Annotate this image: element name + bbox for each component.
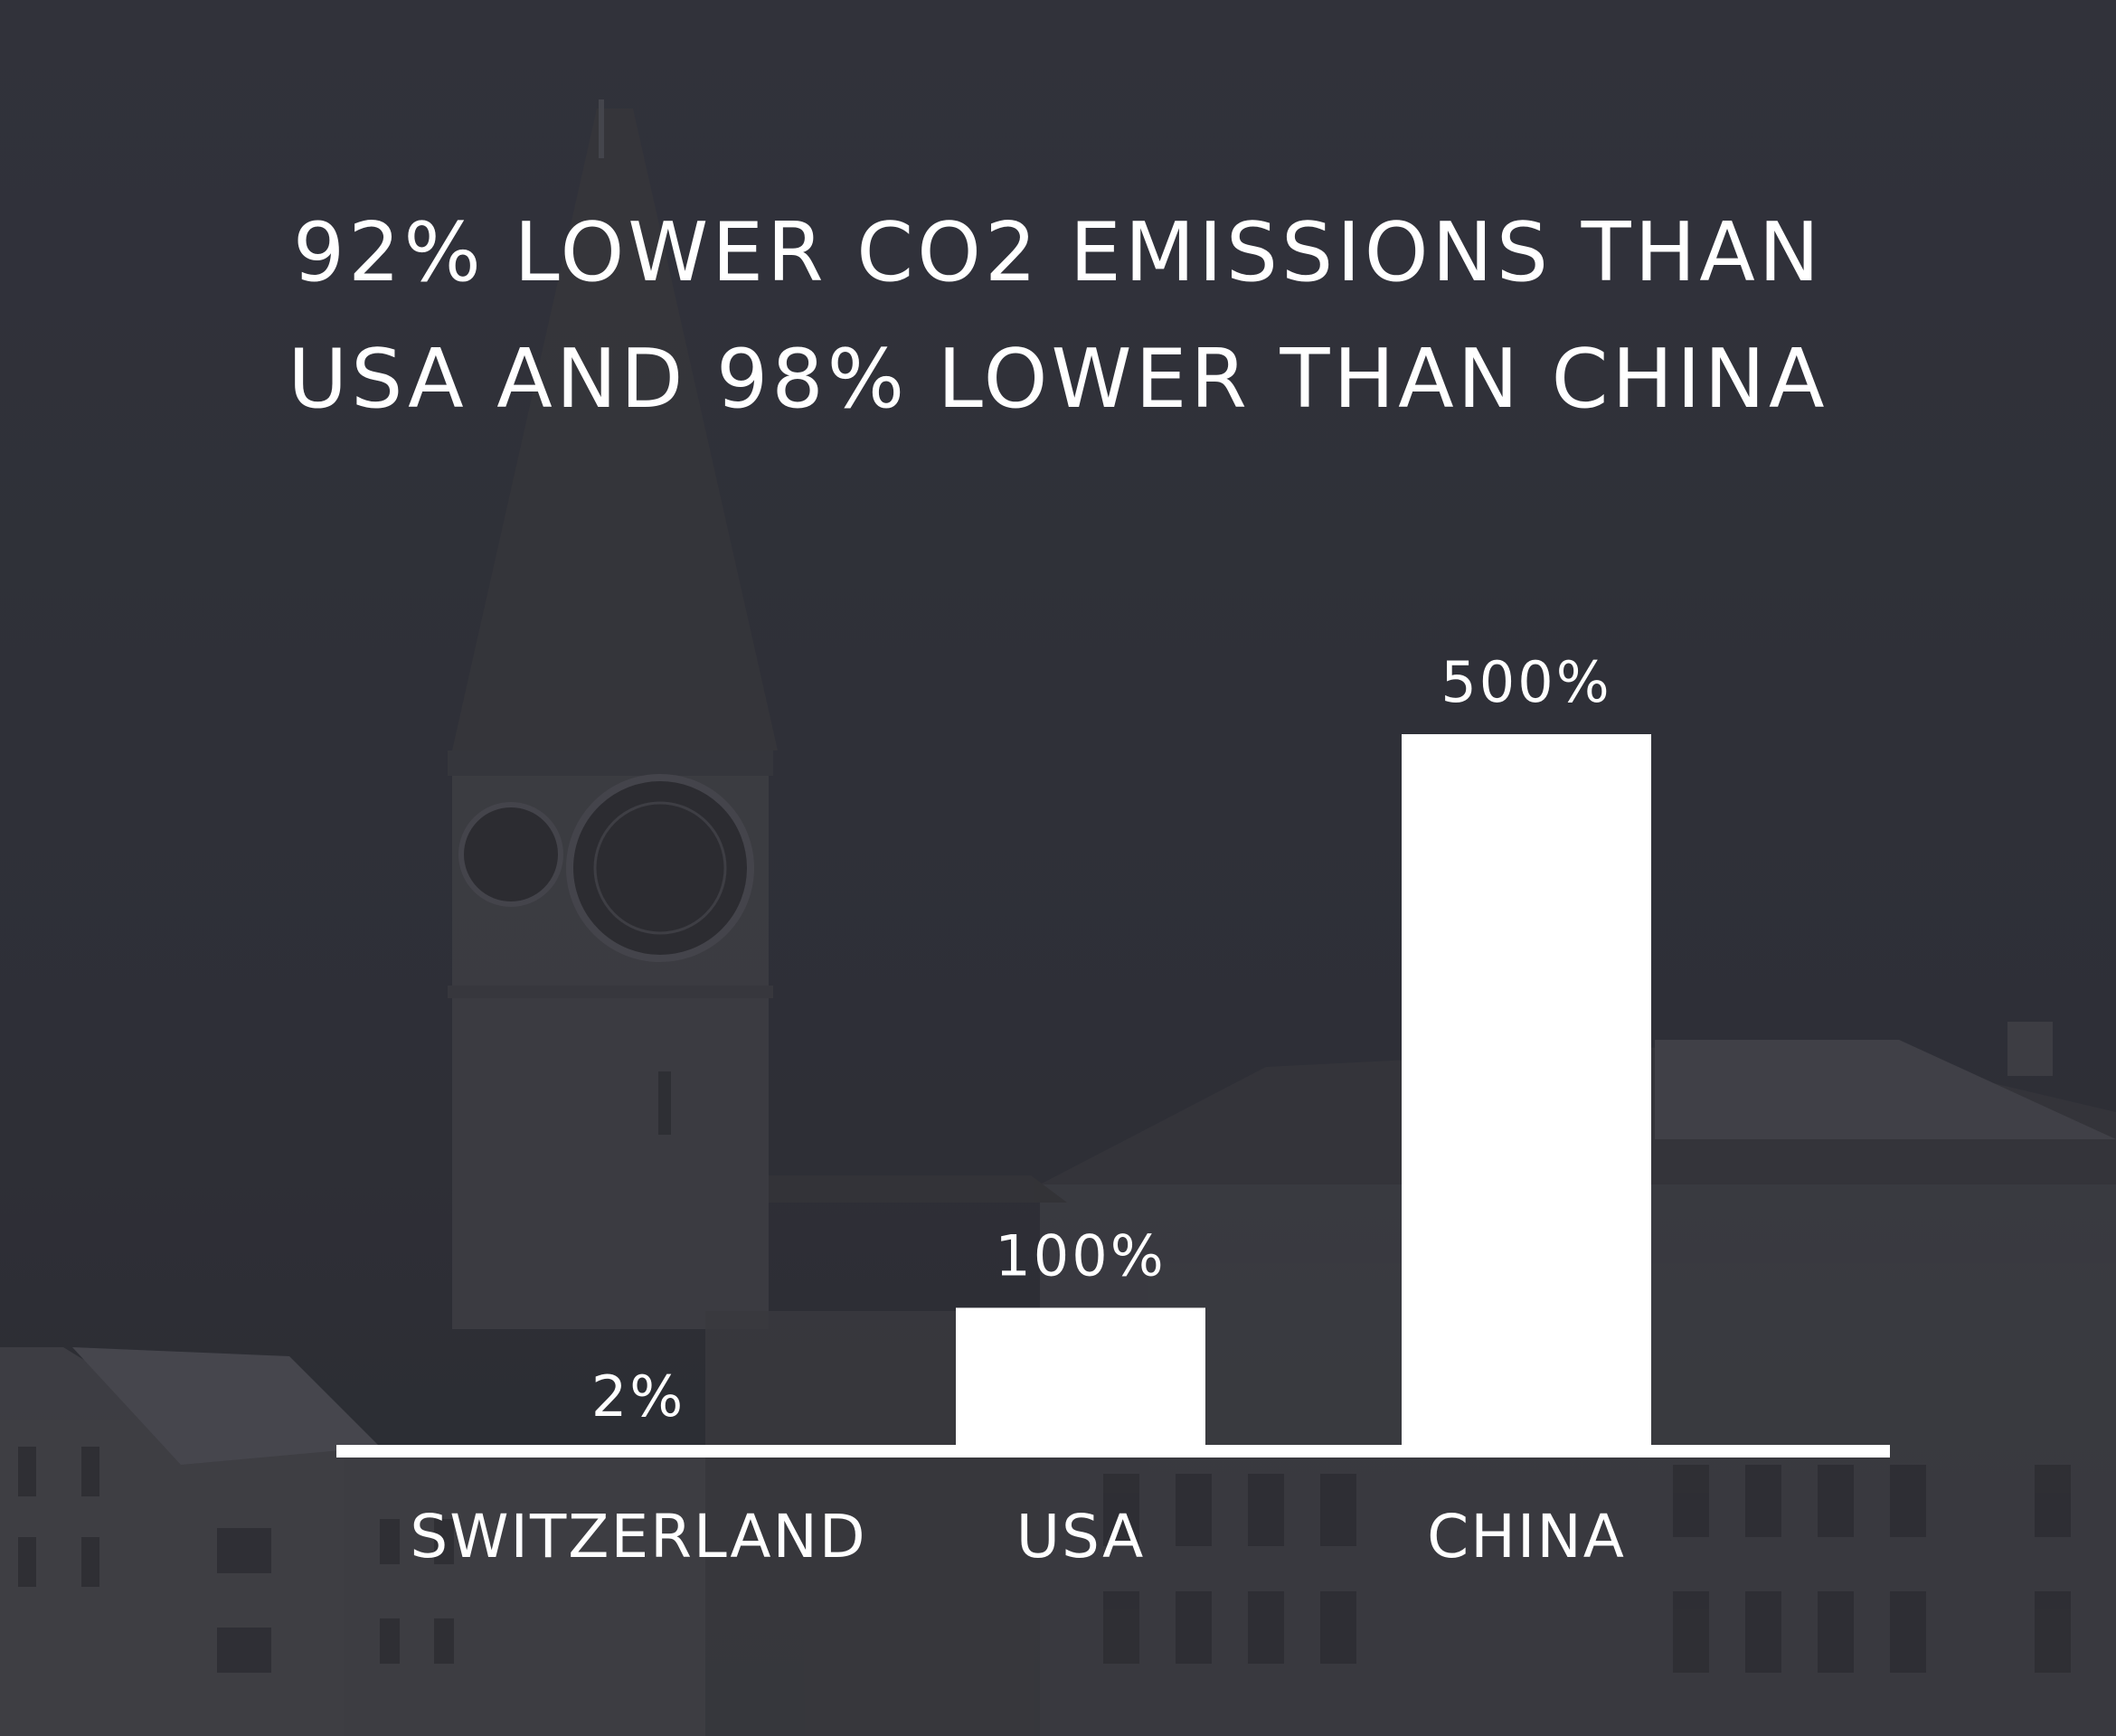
bar-usa [956, 1307, 1205, 1451]
chart-title: 92% LOWER CO2 EMISSIONS THAN USA AND 98%… [0, 190, 2116, 443]
data-label-usa: 100% [995, 1222, 1166, 1288]
category-label-china: CHINA [1427, 1502, 1626, 1571]
data-label-switzerland: 2% [591, 1363, 685, 1429]
category-label-usa: USA [1016, 1502, 1146, 1571]
clock-tower-icon [448, 99, 778, 1329]
category-label-switzerland: SWITZERLAND [410, 1502, 866, 1571]
title-line-1: 92% LOWER CO2 EMISSIONS THAN [292, 205, 1824, 300]
title-line-2: USA AND 98% LOWER THAN CHINA [288, 332, 1828, 427]
bar-china [1402, 734, 1651, 1451]
data-label-china: 500% [1441, 649, 1611, 715]
